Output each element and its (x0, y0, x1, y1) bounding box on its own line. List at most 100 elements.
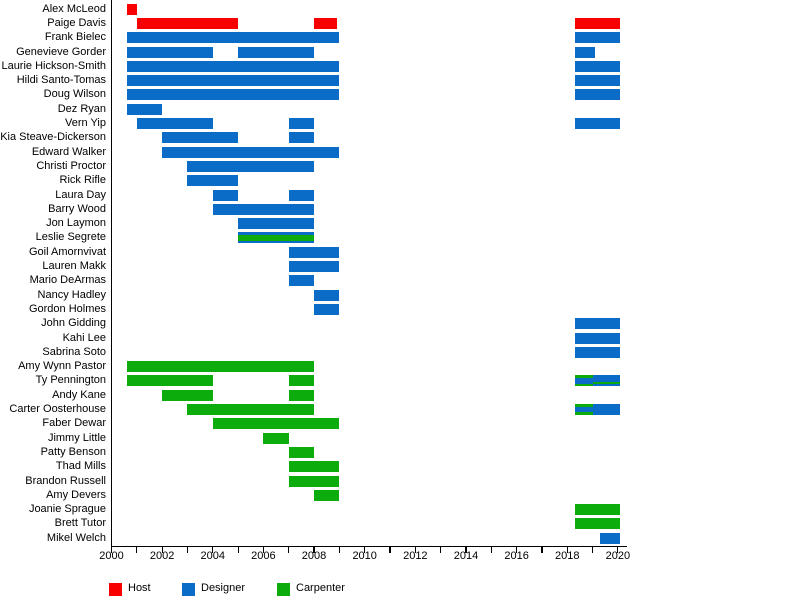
timeline-bar-designer (212, 189, 239, 201)
person-name: Jimmy Little (47, 431, 106, 444)
timeline-bar-designer (600, 532, 621, 544)
axis-tick-label: 2010 (352, 550, 377, 562)
timeline-bar-designer (592, 404, 621, 415)
timeline-bar-carpenter (574, 404, 593, 415)
person-name: Paige Davis (47, 16, 106, 29)
axis-tick (338, 547, 340, 553)
axis-tick (465, 547, 467, 553)
person-name: Goil Amornvivat (28, 245, 106, 258)
timeline-bar-host (574, 17, 621, 29)
timeline-bar-designer (238, 232, 315, 244)
person-name: Nancy Hadley (37, 288, 106, 301)
axis-tick-label: 2018 (555, 550, 580, 562)
person-name: Laura Day (55, 188, 106, 201)
person-name: Christi Proctor (36, 159, 106, 172)
axis-tick (288, 547, 290, 553)
timeline-bar-designer (187, 175, 239, 187)
y-axis-line (110, 0, 113, 547)
timeline-bar-designer (288, 246, 340, 258)
timeline-bar-designer (288, 189, 315, 201)
axis-tick (212, 547, 214, 553)
timeline-bar-carpenter (288, 461, 340, 473)
timeline-bar-carpenter (288, 389, 315, 401)
timeline-bar-carpenter (187, 404, 315, 415)
person-name: Amy Devers (46, 488, 106, 501)
axis-tick-label: 2012 (403, 550, 428, 562)
legend-label: Carpenter (296, 582, 345, 594)
axis-tick (566, 547, 568, 553)
timeline-bar-overlay-carpenter (592, 381, 621, 385)
person-name: Andy Kane (52, 388, 106, 401)
timeline-bar-designer (126, 32, 340, 44)
axis-tick-label: 2002 (149, 550, 175, 562)
axis-tick (389, 547, 391, 553)
person-name: Rick Rifle (59, 174, 106, 187)
timeline-bar-designer (126, 89, 340, 101)
axis-tick (617, 547, 619, 553)
timeline-bar-designer (126, 75, 340, 87)
axis-tick (490, 547, 492, 553)
person-name: Brandon Russell (25, 474, 106, 487)
axis-tick-label: 2014 (453, 550, 479, 562)
timeline-bar-host (126, 3, 137, 15)
person-name: Brett Tutor (54, 517, 106, 530)
person-name: Barry Wood (48, 202, 106, 215)
person-name: Thad Mills (55, 460, 106, 473)
timeline-bar-designer (574, 60, 621, 72)
legend-label: Designer (201, 582, 246, 594)
axis-tick-label: 2006 (251, 550, 276, 562)
axis-tick (516, 547, 518, 553)
axis-tick-label: 2008 (301, 550, 327, 562)
timeline-bar-designer (574, 46, 596, 58)
timeline-bar-host (314, 17, 337, 29)
timeline-bar-designer (238, 218, 315, 230)
axis-tick (440, 547, 442, 553)
timeline-bar-designer (212, 203, 315, 215)
axis-tick (136, 547, 138, 553)
axis-tick (414, 547, 416, 553)
timeline-bar-carpenter (126, 375, 213, 387)
axis-tick-label: 2020 (605, 550, 631, 562)
person-name: Kahi Lee (62, 331, 106, 344)
timeline-bar-carpenter (314, 489, 340, 501)
timeline-bar-designer (126, 60, 340, 72)
timeline-bar-carpenter (288, 375, 315, 387)
person-name: Laurie Hickson-Smith (1, 59, 106, 72)
timeline-bar-designer (314, 289, 340, 301)
person-name: Genevieve Gorder (16, 45, 106, 58)
timeline-bar-designer (574, 75, 621, 87)
axis-tick (186, 547, 189, 553)
timeline-bar-overlay-designer (574, 377, 593, 384)
timeline-bar-designer (126, 46, 213, 58)
timeline-bar-carpenter (574, 375, 593, 387)
person-name: Jon Laymon (46, 217, 106, 230)
person-name: Faber Dewar (42, 417, 106, 430)
timeline-bar-designer (574, 89, 621, 101)
person-name: Joanie Sprague (28, 503, 106, 516)
axis-tick (591, 547, 594, 553)
legend-swatch-host (109, 583, 122, 596)
person-name: Vern Yip (65, 117, 106, 130)
legend-swatch-designer (182, 583, 195, 596)
person-name: Doug Wilson (43, 88, 106, 101)
timeline-bar-carpenter (212, 418, 340, 430)
timeline-bar-designer (574, 118, 621, 129)
axis-tick (262, 547, 264, 553)
timeline-bar-designer (574, 32, 621, 44)
person-name: Frank Bielec (44, 31, 106, 44)
timeline-bar-designer (574, 318, 621, 330)
timeline-bar-designer (162, 132, 239, 144)
timeline-bar-host (136, 17, 239, 29)
timeline-bar-designer (162, 146, 340, 158)
timeline-bar-designer (288, 118, 315, 129)
person-name: Ty Pennington (35, 374, 106, 387)
axis-tick (313, 547, 315, 553)
axis-tick-label: 2016 (504, 550, 529, 562)
person-name: Carter Oosterhouse (9, 403, 106, 416)
axis-tick (110, 547, 113, 553)
legend-swatch-carpenter (277, 583, 290, 596)
timeline-bar-carpenter (263, 432, 289, 444)
timeline-bar-designer (288, 132, 315, 144)
timeline-bar-designer (314, 303, 340, 315)
person-name: Mario DeArmas (29, 274, 106, 287)
